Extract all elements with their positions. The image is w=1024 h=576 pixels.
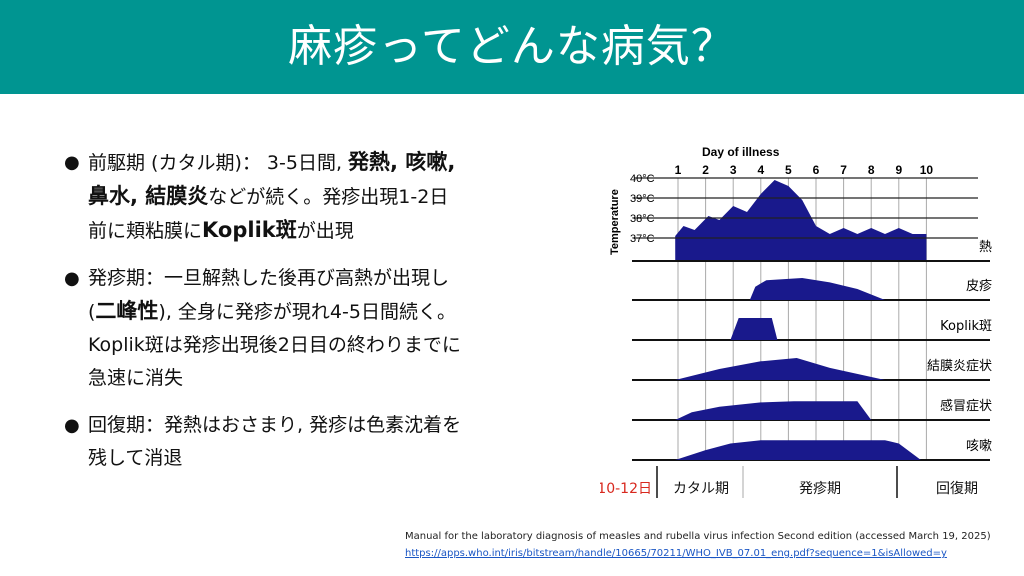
bullet-text: ), 全身に発疹が現れ4-5日間続く。 <box>158 301 456 323</box>
bullet-dot-icon: ● <box>64 415 80 436</box>
symptom-label: 皮疹 <box>966 278 992 294</box>
bullet-emphasis: 鼻水, 結膜炎 <box>88 184 209 208</box>
symptom-area <box>675 358 885 380</box>
temperature-tick-label: 40°C <box>630 173 655 185</box>
temperature-area <box>675 180 927 261</box>
phase-label: 回復期 <box>936 480 978 497</box>
title-bar <box>0 0 1024 94</box>
symptom-area <box>730 318 778 340</box>
bullet-text: などが続く。発疹出現1-2日 <box>208 186 449 208</box>
bullet-text: 前に頬粘膜に <box>88 220 203 242</box>
bullet-emphasis: Koplik斑 <box>202 218 297 242</box>
day-tick-label: 10 <box>920 163 934 177</box>
chart-title: Day of illness <box>702 145 780 159</box>
day-tick-label: 7 <box>840 163 847 177</box>
day-tick-label: 1 <box>675 163 682 177</box>
page-title: 麻疹ってどんな病気？ <box>288 21 736 72</box>
day-tick-label: 2 <box>702 163 709 177</box>
day-tick-label: 5 <box>785 163 792 177</box>
symptom-label: 感冒症状 <box>940 398 992 414</box>
day-tick-label: 6 <box>813 163 820 177</box>
bullet-text: 発疹期：一旦解熱した後再び高熱が出現し <box>88 267 450 289</box>
symptom-label: Koplik斑 <box>940 319 992 334</box>
bullet-emphasis: 二峰性 <box>95 299 159 323</box>
symptom-area <box>675 401 872 420</box>
temperature-tick-label: 38°C <box>630 213 655 225</box>
phase-label: カタル期 <box>673 481 729 497</box>
bullet-dot-icon: ● <box>64 268 80 289</box>
measles-course-chart: Day of illness 1 2 3 4 5 6 7 8 9 10 40°C 39°C 38°C 37°… <box>600 145 992 498</box>
bullet-list: ● 前駆期 (カタル期)： 3-5日間, 発熱, 咳嗽, 鼻水, 結膜炎などが続く。… <box>62 146 522 489</box>
source-citation: Manual for the laboratory diagnosis of m… <box>405 531 991 542</box>
symptom-label: 咳嗽 <box>966 439 992 454</box>
bullet-text: 回復期：発熱はおさまり, 発疹は色素沈着を <box>88 414 462 436</box>
symptom-label: 結膜炎症状 <box>927 359 992 374</box>
phase-label: 潜伏期 10-12日 <box>600 481 652 497</box>
day-tick-label: 8 <box>868 163 875 177</box>
bullet-text: ( <box>88 301 96 323</box>
temperature-tick-label: 39°C <box>630 193 655 205</box>
bullet-dot-icon: ● <box>64 152 80 173</box>
day-tick-label: 3 <box>730 163 737 177</box>
bullet-text: が出現 <box>296 220 354 242</box>
day-tick-label: 4 <box>757 163 764 177</box>
source-link[interactable]: https://apps.who.int/iris/bitstream/hand… <box>405 548 947 559</box>
bullet-text: 前駆期 (カタル期)： 3-5日間, <box>88 152 349 174</box>
bullet-emphasis: 発熱, 咳嗽, <box>348 150 456 174</box>
temperature-axis-label: Temperature <box>609 189 621 255</box>
day-tick-label: 9 <box>895 163 902 177</box>
bullet-item: ● 前駆期 (カタル期)： 3-5日間, 発熱, 咳嗽, 鼻水, 結膜炎などが続く。… <box>62 146 522 248</box>
bullet-text: 急速に消失 <box>88 367 184 389</box>
bullet-item: ● 回復期：発熱はおさまり, 発疹は色素沈着を 残して消退 <box>62 409 522 475</box>
bullet-text: 残して消退 <box>88 447 183 469</box>
symptom-label: 熱 <box>979 240 992 255</box>
phase-label: 発疹期 <box>799 481 841 497</box>
temperature-tick-label: 37°C <box>630 233 655 245</box>
symptom-area <box>675 440 921 460</box>
bullet-text: Koplik斑は発疹出現後2日目の終わりまでに <box>88 334 461 356</box>
symptom-area <box>749 278 885 300</box>
bullet-item: ● 発疹期：一旦解熱した後再び高熱が出現し (二峰性), 全身に発疹が現れ4-5日間… <box>62 262 522 395</box>
